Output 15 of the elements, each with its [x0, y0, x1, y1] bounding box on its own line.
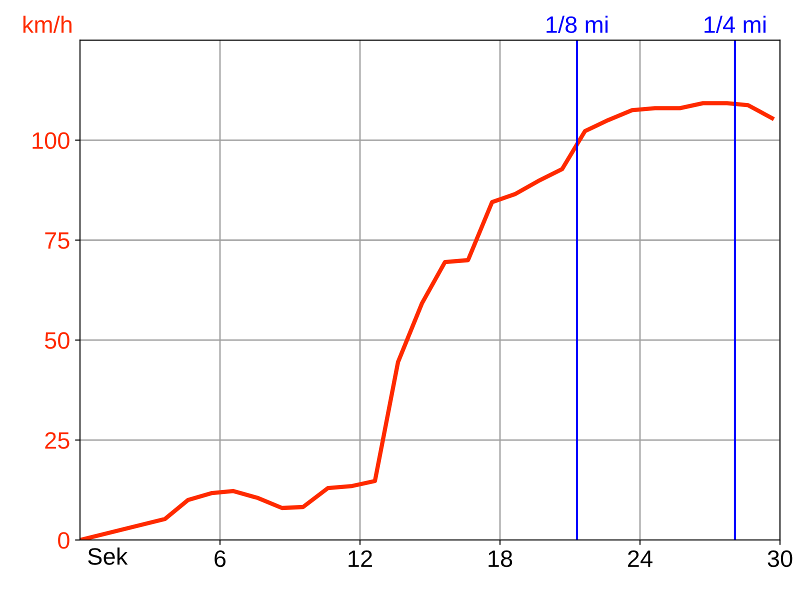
x-tick-label: 12: [348, 550, 372, 567]
ref-line-label: 1/4 mi: [704, 16, 766, 34]
y-tick-label: 0: [58, 532, 70, 549]
y-axis-title: km/h: [23, 16, 72, 34]
line-series: [80, 101, 774, 540]
x-tick-label: 6: [214, 550, 226, 568]
x-tick-label: 30: [768, 550, 792, 568]
x-tick-label: 18: [488, 550, 512, 568]
ref-line-label: 1/8 mi: [546, 16, 608, 34]
y-tick-label: 100: [32, 132, 70, 149]
x-tick-label: 24: [628, 550, 652, 567]
x-axis-title: Sek: [88, 547, 128, 565]
y-tick-label: 50: [44, 332, 70, 349]
y-tick-label: 75: [45, 232, 70, 249]
y-tick-label: 25: [45, 432, 70, 449]
